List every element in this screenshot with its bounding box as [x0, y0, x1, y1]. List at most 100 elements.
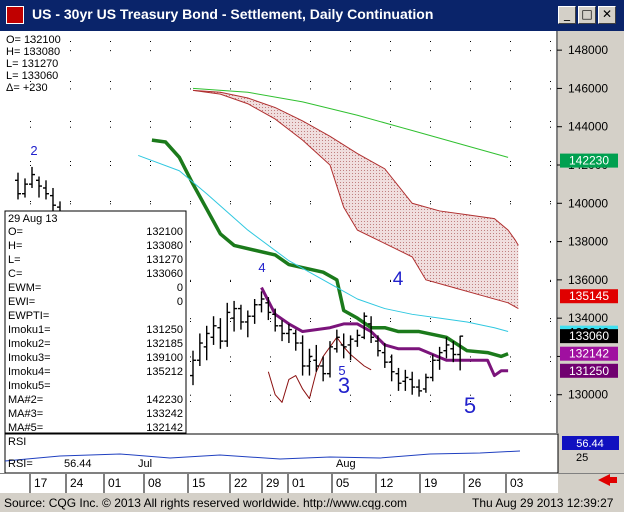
- x-tick-label: 26: [468, 476, 482, 490]
- window-title-bar: US - 30yr US Treasury Bond - Settlement,…: [0, 0, 624, 31]
- wave-label: 4: [393, 269, 404, 290]
- ohlc-bar: [422, 373, 429, 393]
- rsi-panel: RSI RSI= 56.44 Jul Aug 56.44 25: [4, 433, 619, 486]
- data-box-row-value: 131250: [146, 324, 183, 336]
- cloud-area: [193, 90, 519, 309]
- data-box-row-label: MA#2=: [8, 394, 43, 406]
- ichimoku-cloud: [192, 89, 519, 310]
- rsi-badge-value: 56.44: [576, 438, 604, 450]
- data-box-row-label: Imoku3=: [8, 352, 51, 364]
- ohlc-line-close: L= 133060: [6, 70, 58, 82]
- x-tick-label: 01: [108, 476, 122, 490]
- ohlc-line-open: O= 132100: [6, 34, 61, 46]
- cloud-lower-edge: [192, 89, 519, 310]
- x-axis-ticks: 17 24 01 08 15 22 29 01 05 12 19 26 03: [0, 473, 624, 493]
- y-tick-label: 148000: [568, 43, 608, 57]
- ohlc-bar: [237, 304, 244, 330]
- data-box-row-label: H=: [8, 240, 22, 252]
- data-box-row-value: 0: [177, 296, 183, 308]
- ohlc-bar: [299, 335, 306, 376]
- ohlc-bar: [196, 333, 203, 366]
- data-box: 29 Aug 13 O= 132100 H= 133080 L= 131270 C= 1330…: [4, 210, 187, 434]
- ohlc-bar: [320, 356, 327, 382]
- data-box-title: 29 Aug 13: [8, 213, 58, 225]
- y-tick-label: 134000: [568, 311, 608, 325]
- price-badge: [560, 363, 618, 378]
- ohlc-bar: [251, 299, 258, 324]
- data-box-row-label: MA#3=: [8, 408, 43, 420]
- price-badge-value: 135145: [569, 289, 609, 303]
- ohlc-bar: [374, 335, 381, 357]
- data-box-row-label: Imoku5=: [8, 380, 51, 392]
- x-tick-label: 03: [510, 476, 524, 490]
- rsi-line: [4, 450, 521, 462]
- x-tick-label: 17: [34, 476, 48, 490]
- price-badges: 142230135145133242133060132142131250: [560, 153, 618, 378]
- ohlc-bar: [416, 379, 423, 397]
- ohlc-bar: [279, 320, 286, 342]
- ohlc-bar: [15, 172, 21, 200]
- data-box-row-value: 132185: [146, 338, 183, 350]
- ohlc-bar: [231, 300, 238, 332]
- price-badge-value: 133060: [569, 329, 609, 343]
- x-month-jul: Jul: [138, 458, 152, 470]
- status-timestamp: Thu Aug 29 2013 12:39:27: [472, 496, 614, 510]
- price-badge: [560, 153, 618, 168]
- data-box-row-label: EWI=: [8, 296, 35, 308]
- data-box-row-value: 135212: [146, 366, 183, 378]
- ohlc-readout: O= 132100 H= 133080 L= 131270 L= 133060 …: [6, 34, 61, 94]
- data-box-row-value: 133060: [146, 268, 183, 280]
- ohlc-bar: [395, 367, 402, 391]
- grid: [30, 31, 558, 433]
- data-box-row-value: 132100: [146, 226, 183, 238]
- scroll-right-arrow-icon[interactable]: [598, 474, 610, 486]
- data-box-row-value: 131270: [146, 254, 183, 266]
- ohlc-bar: [443, 337, 450, 359]
- ohlc-bar: [36, 176, 42, 198]
- ohlc-bar: [327, 341, 333, 378]
- rsi-badge: [562, 436, 619, 450]
- data-box-row-label: MA#5=: [8, 422, 43, 434]
- ohlc-bar: [210, 316, 217, 345]
- maximize-button[interactable]: □: [578, 6, 596, 24]
- ohlc-bar: [313, 344, 320, 372]
- data-box-row-value: 133080: [146, 240, 183, 252]
- minimize-button[interactable]: _: [558, 6, 576, 24]
- rsi-label: RSI: [8, 436, 26, 448]
- data-box-row-label: C=: [8, 268, 22, 280]
- ohlc-bar: [347, 335, 354, 361]
- x-tick-label: 05: [336, 476, 350, 490]
- x-month-aug: Aug: [336, 458, 356, 470]
- scroll-right-arrow-tail[interactable]: [609, 477, 617, 483]
- wave-label: 5: [338, 363, 345, 378]
- close-button[interactable]: ✕: [598, 6, 616, 24]
- y-tick-label: 138000: [568, 235, 608, 249]
- price-badge: [560, 289, 618, 304]
- ohlc-bar: [361, 312, 368, 340]
- wave-label: 5: [464, 393, 476, 418]
- ohlc-bar: [190, 350, 196, 386]
- rsi-readout-value: 56.44: [64, 458, 92, 470]
- y-tick-label: 136000: [568, 273, 608, 287]
- rsi-readout-label: RSI=: [8, 458, 33, 470]
- ohlc-bar: [258, 291, 265, 313]
- price-badge: [560, 329, 618, 344]
- y-axis-panel: [558, 31, 624, 493]
- ohlc-bar: [292, 329, 299, 351]
- ohlc-bar: [333, 329, 340, 353]
- ohlc-bar: [50, 187, 56, 211]
- x-tick-label: 19: [424, 476, 438, 490]
- series-ma-cyan: [138, 154, 509, 333]
- price-badge: [560, 346, 618, 361]
- price-badge-value: 132142: [569, 347, 609, 361]
- ohlc-bar: [265, 297, 272, 321]
- ohlc-bar: [272, 308, 279, 332]
- ohlc-bar: [402, 369, 409, 391]
- data-box-row-value: 133242: [146, 408, 183, 420]
- x-tick-label: 24: [70, 476, 84, 490]
- price-badge-value: 131250: [569, 364, 609, 378]
- ohlc-bar: [203, 325, 210, 361]
